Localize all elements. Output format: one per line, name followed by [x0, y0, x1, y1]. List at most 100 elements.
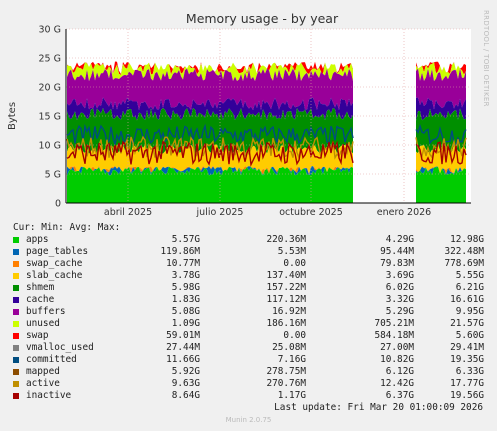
legend-min: 0.00 — [283, 330, 306, 341]
y-tick-label: 25 G — [39, 54, 61, 65]
legend-swatch — [13, 345, 19, 351]
x-tick-label: abril 2025 — [104, 207, 152, 218]
legend-avg: 705.21M — [374, 318, 414, 329]
legend-cur: 27.44M — [166, 342, 200, 353]
legend-cur: 1.83G — [171, 294, 200, 305]
area-cache — [67, 97, 353, 121]
legend-avg: 3.32G — [385, 294, 414, 305]
legend-max: 17.77G — [450, 378, 484, 389]
area-unused — [416, 62, 466, 82]
legend-name: swap — [26, 330, 49, 341]
grid-lines — [66, 28, 471, 203]
legend-max: 19.35G — [450, 354, 484, 365]
x-tick-labels: abril 2025 julio 2025 octubre 2025 enero 20… — [104, 207, 431, 218]
legend-name: slab_cache — [26, 270, 83, 281]
legend-min: 5.53M — [277, 246, 306, 257]
y-tick-label: 0 — [55, 199, 61, 210]
legend-min: 157.22M — [266, 282, 306, 293]
memory-chart: 0 5 G 10 G 15 G 20 G 25 G 30 G abril 2025 julio… — [7, 11, 471, 218]
legend-row: unused 1.09G 186.16M 705.21M 21.57G — [13, 318, 484, 330]
legend-swatch — [13, 333, 19, 339]
legend-cur: 5.98G — [171, 282, 200, 293]
legend-swatch — [13, 381, 19, 387]
legend-min: 278.75M — [266, 366, 306, 377]
legend-swatch — [13, 369, 19, 375]
legend-cur: 8.64G — [171, 390, 200, 401]
legend-name: swap_cache — [26, 258, 83, 269]
legend-avg: 4.29G — [385, 234, 414, 245]
legend-avg: 95.44M — [380, 246, 414, 257]
legend-row: slab_cache 3.78G 137.40M 3.69G 5.55G — [13, 270, 484, 282]
legend-row: cache 1.83G 117.12M 3.32G 16.61G — [13, 294, 484, 306]
legend-cur: 59.01M — [166, 330, 200, 341]
legend-avg: 6.12G — [385, 366, 414, 377]
line-inactive — [66, 140, 354, 167]
legend-min: 0.00 — [283, 258, 306, 269]
header-cur: Cur: — [13, 222, 36, 233]
y-tick-label: 30 G — [39, 25, 61, 36]
y-tick-label: 10 G — [39, 141, 61, 152]
line-committed — [66, 123, 354, 146]
legend-row: swap_cache 10.77M 0.00 79.83M 778.69M — [13, 258, 484, 270]
line-committed — [415, 123, 467, 146]
legend-row: shmem 5.98G 157.22M 6.02G 6.21G — [13, 282, 484, 294]
legend-swatch — [13, 285, 19, 291]
legend-name: vmalloc_used — [26, 342, 94, 353]
legend-avg: 3.69G — [385, 270, 414, 281]
legend-max: 322.48M — [444, 246, 484, 257]
y-tick-label: 5 G — [45, 170, 61, 181]
legend-swatch — [13, 273, 19, 279]
legend-name: shmem — [26, 282, 55, 293]
legend-swatch — [13, 297, 19, 303]
legend-swatch — [13, 249, 19, 255]
legend-name: buffers — [26, 306, 66, 317]
header-avg: Avg: — [69, 222, 93, 233]
chart-title: Memory usage - by year — [186, 11, 339, 26]
x-tick-label: julio 2025 — [196, 207, 244, 218]
legend-avg: 12.42G — [380, 378, 414, 389]
legend-max: 6.33G — [455, 366, 484, 377]
legend-min: 137.40M — [266, 270, 306, 281]
legend-min: 117.12M — [266, 294, 306, 305]
legend-max: 19.56G — [450, 390, 484, 401]
legend-swatch — [13, 261, 19, 267]
legend-name: active — [26, 378, 60, 389]
y-tick-label: 20 G — [39, 83, 61, 94]
area-buffers — [416, 68, 466, 110]
area-unused — [67, 62, 353, 82]
legend-max: 12.98G — [450, 234, 484, 245]
legend-min: 1.17G — [277, 390, 306, 401]
x-tick-label: enero 2026 — [377, 207, 431, 218]
legend-min: 25.08M — [272, 342, 306, 353]
y-axis-label: Bytes — [7, 102, 18, 130]
area-swap_cache — [67, 165, 353, 175]
legend-row: vmalloc_used 27.44M 25.08M 27.00M 29.41M — [13, 342, 484, 354]
legend-swatch — [13, 237, 19, 243]
legend-row: swap 59.01M 0.00 584.18M 5.60G — [13, 330, 484, 342]
legend-max: 9.95G — [455, 306, 484, 317]
legend-row: apps 5.57G 220.36M 4.29G 12.98G — [13, 234, 484, 246]
legend-cur: 9.63G — [171, 378, 200, 389]
legend-name: inactive — [26, 390, 72, 401]
legend-max: 5.60G — [455, 330, 484, 341]
legend-min: 270.76M — [266, 378, 306, 389]
legend-swatch — [13, 321, 19, 327]
legend-avg: 79.83M — [380, 258, 414, 269]
legend-max: 21.57G — [450, 318, 484, 329]
rrdtool-credit: RRDTOOL / TOBI OETIKER — [482, 10, 490, 107]
area-swap — [67, 61, 353, 75]
legend-name: cache — [26, 294, 55, 305]
legend-avg: 27.00M — [380, 342, 414, 353]
legend-avg: 6.37G — [385, 390, 414, 401]
legend-cur: 3.78G — [171, 270, 200, 281]
legend-avg: 584.18M — [374, 330, 414, 341]
munin-version: Munin 2.0.75 — [225, 416, 272, 424]
legend-avg: 6.02G — [385, 282, 414, 293]
legend-row: inactive 8.64G 1.17G 6.37G 19.56G — [13, 390, 484, 402]
legend-row: buffers 5.08G 16.92M 5.29G 9.95G — [13, 306, 484, 318]
legend-table: Cur: Min: Avg: Max: apps 5.57G 220.36M 4.29… — [13, 222, 484, 402]
legend-cur: 1.09G — [171, 318, 200, 329]
legend-swatch — [13, 393, 19, 399]
last-update: Last update: Fri Mar 20 01:00:09 2026 — [274, 402, 483, 413]
legend-name: committed — [26, 354, 77, 365]
